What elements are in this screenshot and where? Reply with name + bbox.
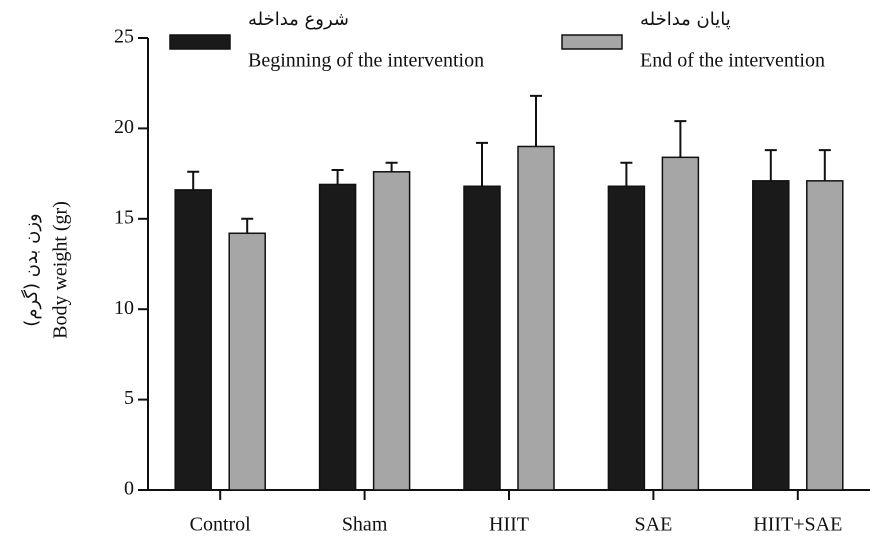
y-tick-label: 5 xyxy=(124,387,134,409)
bar xyxy=(174,189,212,491)
bar xyxy=(463,185,501,491)
bar xyxy=(372,171,411,491)
legend-label-fa: شروع مداخله xyxy=(248,9,349,30)
y-tick-label: 25 xyxy=(114,26,134,48)
x-tick-label: SAE xyxy=(635,514,673,536)
legend-swatch xyxy=(169,34,231,50)
x-tick-label: HIIT+SAE xyxy=(753,514,842,536)
bar xyxy=(806,180,844,491)
error-bar xyxy=(530,94,542,147)
legend-swatch xyxy=(561,34,623,50)
legend-label: Beginning of the intervention xyxy=(248,50,484,72)
y-tick-label: 0 xyxy=(124,478,134,500)
bar xyxy=(228,232,266,491)
y-tick-label: 20 xyxy=(114,116,134,138)
error-bar xyxy=(818,149,831,181)
error-bar xyxy=(620,161,633,187)
x-tick-label: HIIT xyxy=(489,514,529,536)
error-bar xyxy=(241,217,254,234)
error-bar xyxy=(385,161,398,172)
error-bar xyxy=(476,141,488,187)
bar xyxy=(607,185,646,491)
error-bar xyxy=(764,149,777,181)
x-tick-label: Sham xyxy=(342,514,388,536)
bar xyxy=(752,180,790,491)
x-tick-label: Control xyxy=(190,514,252,536)
error-bar xyxy=(187,170,200,190)
bar xyxy=(661,156,700,491)
bar xyxy=(318,183,357,491)
legend-label-fa: پایان مداخله xyxy=(640,9,731,30)
y-axis-label: Body weight (gr) xyxy=(50,201,72,339)
error-bar xyxy=(331,168,344,185)
bar xyxy=(517,145,555,491)
y-tick-label: 10 xyxy=(114,297,134,319)
error-bar xyxy=(674,120,687,158)
legend-label: End of the intervention xyxy=(640,50,825,72)
y-tick-label: 15 xyxy=(114,206,134,228)
y-axis-label-fa: وزن بدن (گرم) xyxy=(20,213,42,326)
